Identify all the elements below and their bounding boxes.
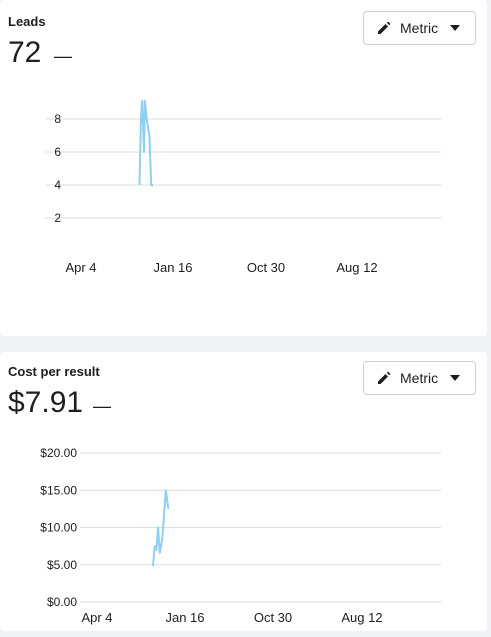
y-tick-label: $15.00 — [40, 483, 77, 497]
cost-per-result-card: Cost per result $7.91 — Metric $0.00 $5.0… — [0, 352, 487, 631]
series-line — [138, 99, 153, 186]
y-tick-label: $0.00 — [47, 595, 77, 609]
x-tick-label: Aug 12 — [341, 610, 382, 625]
y-tick-label: 2 — [54, 211, 61, 225]
y-tick-label: $20.00 — [40, 446, 77, 460]
y-tick-label: 6 — [54, 145, 61, 159]
y-tick-label: 8 — [54, 112, 61, 126]
x-tick-label: Jan 16 — [165, 610, 204, 625]
x-tick-label: Apr 4 — [65, 260, 96, 275]
change-indicator: — — [93, 396, 111, 416]
metric-value: $7.91 — [8, 386, 84, 419]
pencil-icon — [378, 371, 391, 384]
y-tick-label: 4 — [54, 178, 61, 192]
metric-button[interactable]: Metric — [363, 361, 476, 395]
metric-value: 72 — [8, 36, 42, 69]
y-tick-label: $10.00 — [40, 521, 77, 535]
caret-down-icon — [450, 25, 461, 31]
x-tick-label: Jan 16 — [153, 260, 192, 275]
card-title: Cost per result — [8, 364, 100, 379]
y-tick-label: $5.00 — [47, 558, 77, 572]
x-tick-label: Apr 4 — [81, 610, 112, 625]
pencil-icon — [378, 21, 391, 34]
caret-down-icon — [450, 375, 461, 381]
metric-button[interactable]: Metric — [363, 11, 476, 45]
metric-button-label: Metric — [400, 20, 439, 36]
x-tick-label: Oct 30 — [254, 610, 292, 625]
cost-per-result-chart: $0.00 $5.00 $10.00 $15.00 $20.00 Apr 4 Jan 16 O… — [40, 446, 441, 625]
leads-chart: 2 4 6 8 Apr 4 Jan 16 Oct 30 Aug 12 — [45, 99, 441, 275]
x-tick-label: Aug 12 — [336, 260, 377, 275]
metric-button-label: Metric — [400, 370, 439, 386]
leads-card: Leads 72 — Metric 2 4 6 8 Apr 4 Jan 16 Oct 30 A… — [0, 0, 487, 336]
series-line — [152, 489, 170, 567]
card-title: Leads — [8, 14, 46, 29]
x-tick-label: Oct 30 — [247, 260, 285, 275]
change-indicator: — — [54, 46, 72, 66]
